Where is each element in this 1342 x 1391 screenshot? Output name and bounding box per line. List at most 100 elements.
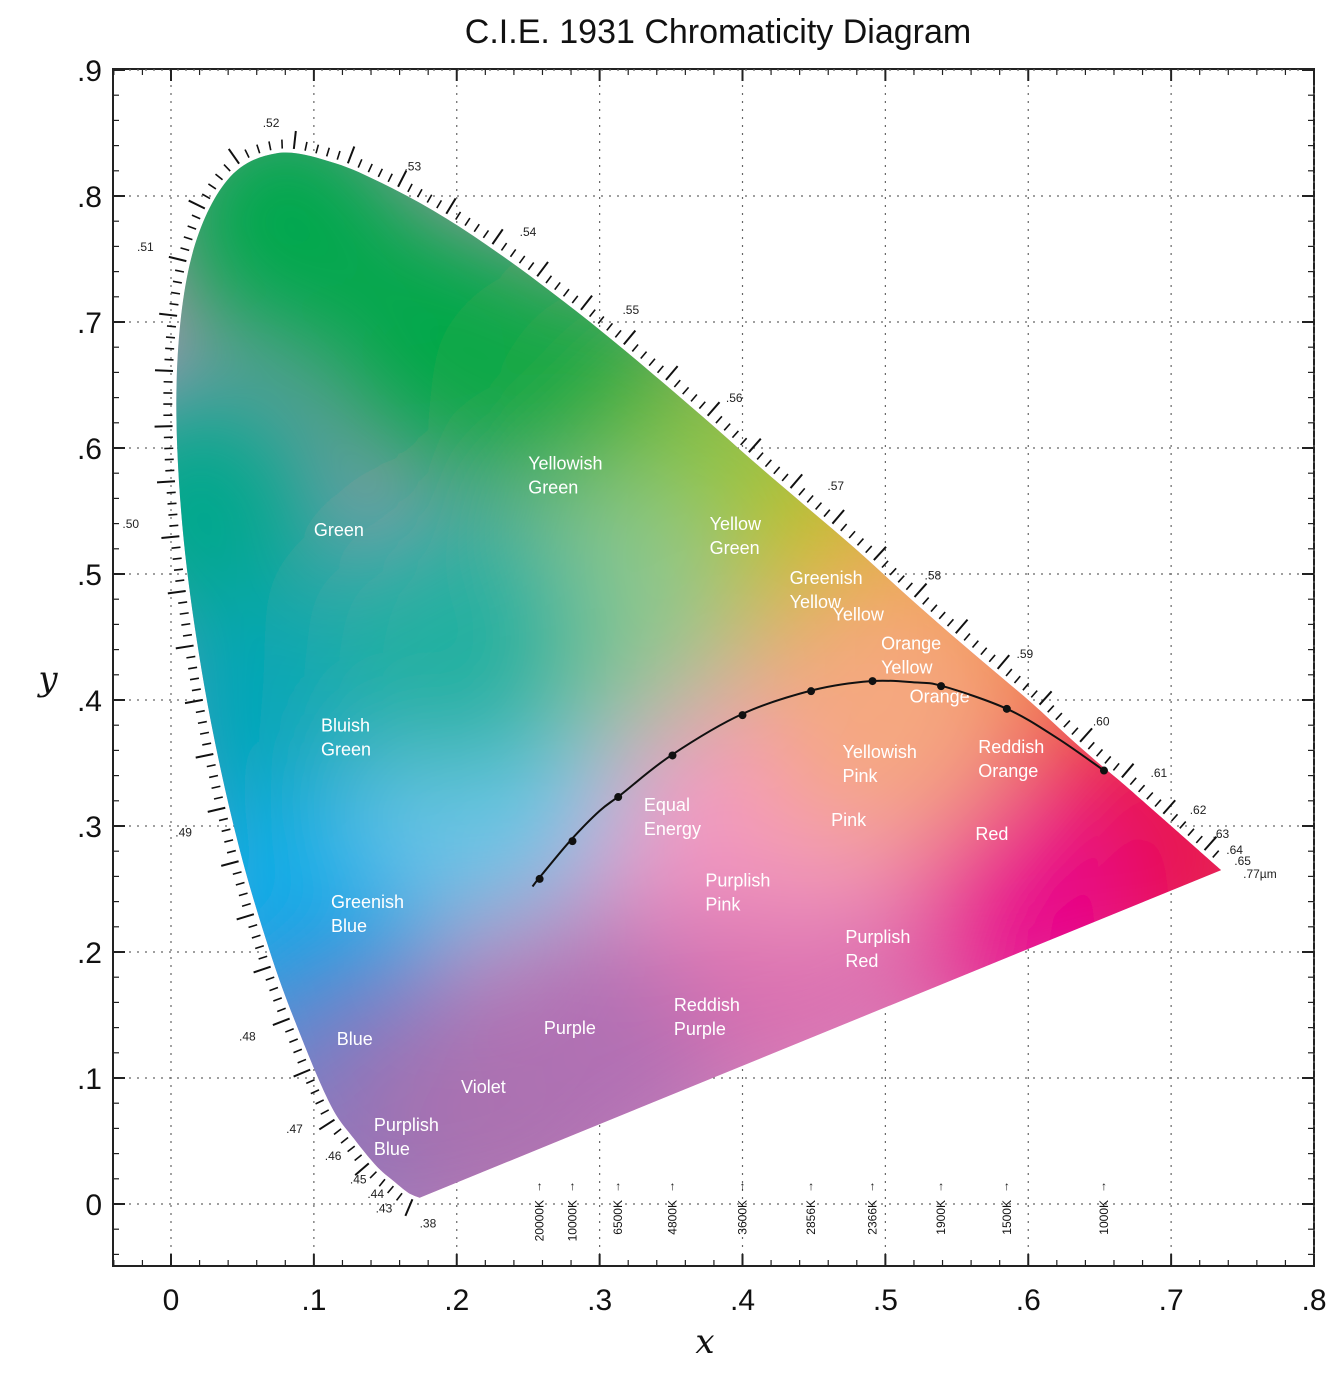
color-region-label: Purple [544,1018,596,1038]
spectral-locus-tick [407,183,413,193]
spectral-locus-tick [554,281,561,291]
wavelength-label: .49 [175,825,192,839]
spectral-locus-tick [1154,799,1162,808]
spectral-locus-tick [293,1068,311,1078]
spectral-locus-tick [336,150,341,160]
color-region-label-line: Greenish [331,892,404,912]
color-region-label: Purplish Pink [705,870,770,914]
spectral-locus-tick [938,611,946,620]
color-region-label: Blue [337,1029,373,1049]
wavelength-label: .63 [1213,827,1230,841]
spectral-locus-tick [367,163,373,173]
y-tick-label: .1 [77,1063,102,1096]
spectral-locus-tick [168,255,187,263]
planckian-locus-points [535,677,1108,883]
spectral-locus-tick [665,365,679,381]
y-tick-label: .8 [77,181,102,214]
color-region-label-line: Red [975,824,1008,844]
planckian-point [738,711,747,720]
color-region-label-line: Pink [831,810,867,830]
wavelength-label: .43 [376,1202,393,1216]
spectral-locus-tick [988,654,996,663]
spectral-locus-tick [170,291,181,295]
spectral-locus-tick [165,336,176,339]
spectral-locus-tick [305,1079,315,1085]
temperature-label: 1900K [934,1200,948,1235]
spectral-locus-tick [748,438,762,453]
spectral-locus-ticks [154,130,1220,1217]
spectral-locus-tick [913,582,928,598]
spectral-locus-tick [197,720,207,725]
spectral-locus-tick [202,742,212,746]
color-region-label: Yellow Green [710,514,762,558]
spectral-locus-tick [195,752,214,759]
spectral-locus-tick [172,557,182,560]
spectral-locus-tick [256,144,261,154]
spectral-locus-tick [698,401,706,410]
spectral-locus-tick [922,597,930,605]
spectral-locus-tick [254,944,265,950]
spectral-locus-tick [455,211,462,221]
color-region-label-line: Yellowish [843,742,917,762]
spectral-locus-tick [781,473,789,482]
spectral-locus-tick [168,513,178,516]
spectral-locus-tick [189,677,200,681]
color-region-label: Reddish Purple [674,995,740,1039]
color-region-label: Purplish Red [845,927,910,971]
spectral-locus-tick [889,567,897,576]
spectral-locus-tick [1079,727,1093,743]
spectral-locus-tick [304,141,308,151]
planckian-point [614,793,623,802]
spectral-locus-tick [159,312,178,317]
spectral-locus-tick [536,261,549,277]
spectral-locus-tick [268,141,272,151]
spectral-locus-tick [690,394,698,402]
spectral-locus-tick [297,1058,307,1064]
color-region-label-line: Green [710,538,760,558]
spectral-locus-tick [218,817,229,822]
wavelength-label: .53 [404,159,421,173]
spectral-locus-tick [823,509,831,518]
spectral-locus-tick [226,849,236,854]
spectral-locus-tick [354,1162,370,1176]
wavelength-label: .56 [726,391,743,405]
color-field-blob [176,376,335,646]
y-tick-label: .9 [77,55,102,88]
spectral-locus-tick [276,1007,286,1013]
color-region-label-line: Purple [674,1019,726,1039]
spectral-locus-tick [248,923,258,929]
spectral-locus-tick [244,149,250,159]
spectral-locus-tick [815,502,823,510]
color-region-label: Violet [461,1077,506,1097]
y-tick-label: 0 [85,1189,102,1222]
color-region-label: Green [314,520,364,540]
spectral-locus-tick [571,295,579,304]
spectral-locus-tick [333,1128,342,1136]
spectral-locus-tick [378,1178,386,1187]
spectral-locus-tick [180,247,190,252]
spectral-locus-tick [273,997,283,1002]
spectral-locus-tick [831,509,845,525]
planckian-point [568,837,577,846]
spectral-locus-tick [214,173,224,181]
spectral-locus-tick [682,386,690,395]
spectral-locus-tick [156,480,176,484]
spectral-locus-tick [1137,784,1146,793]
spectral-locus-tick [347,1145,356,1153]
spectral-locus-tick [905,582,913,591]
wavelength-label: .54 [520,225,537,239]
spectral-locus-tick [272,1017,291,1026]
spectral-locus-tick [191,214,201,220]
color-region-label-line: Reddish [978,737,1044,757]
spectral-locus-tick [232,871,242,876]
spectral-locus-tick [1195,835,1203,844]
y-tick-label: .4 [77,685,102,718]
spectral-locus-tick [640,351,648,360]
spectral-locus-tick [473,223,480,233]
spectral-locus-tick [1112,762,1120,771]
spectral-locus-tick [377,168,384,178]
spectral-locus-tick [292,130,297,150]
wavelength-label: .47 [286,1122,303,1136]
color-region-label-line: Blue [331,916,367,936]
spectral-locus-tick [340,1136,349,1144]
